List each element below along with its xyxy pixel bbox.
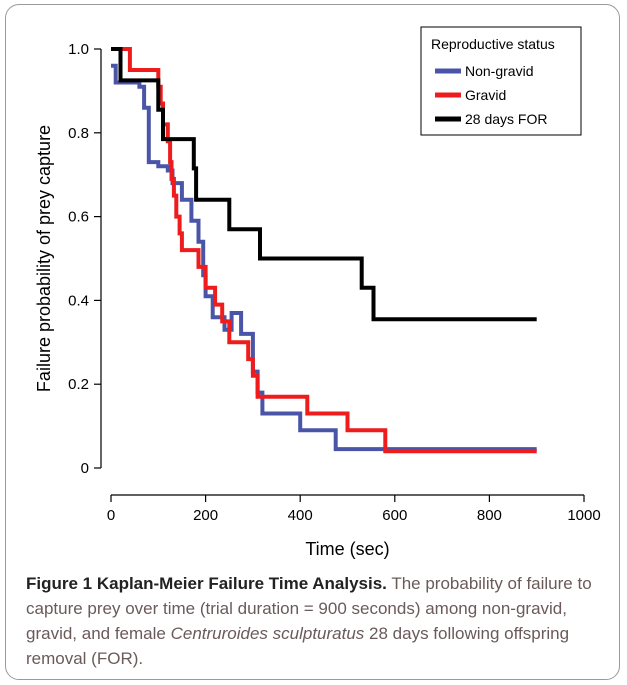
legend-entry: Gravid xyxy=(465,87,506,103)
caption-text-1: The probability of failure to capture pr… xyxy=(26,574,592,643)
caption-title: Figure 1 Kaplan-Meier Failure Time Analy… xyxy=(26,574,387,593)
legend-entry: 28 days FOR xyxy=(465,111,547,127)
x-tick-label: 0 xyxy=(107,507,115,524)
y-tick-label: 1.0 xyxy=(68,41,89,58)
caption-text-2: 28 days following offspring removal (FOR… xyxy=(26,624,570,668)
y-tick-label: 0 xyxy=(81,460,89,477)
caption-species: Centruroides sculpturatus xyxy=(170,624,365,643)
y-tick-label: 0.4 xyxy=(68,292,89,309)
legend-title: Reproductive status xyxy=(431,36,555,52)
x-tick-label: 200 xyxy=(193,507,218,524)
y-tick-label: 0.2 xyxy=(68,376,89,393)
x-tick-label: 800 xyxy=(477,507,502,524)
kaplan-meier-chart: 0 0.2 0.4 0.6 0.8 1.0 0 200 400 600 800 1000 Time (s… xyxy=(34,26,601,559)
legend-entry: Non-gravid xyxy=(465,63,533,79)
x-tick-label: 600 xyxy=(382,507,407,524)
x-axis-label: Time (sec) xyxy=(305,539,389,559)
y-tick-label: 0.6 xyxy=(68,209,89,226)
series-layer xyxy=(111,47,537,454)
plot-axes: 0 0.2 0.4 0.6 0.8 1.0 0 200 400 600 800 1000 Time (s… xyxy=(34,41,601,559)
figure-caption: Figure 1 Kaplan-Meier Failure Time Analy… xyxy=(26,571,616,671)
x-tick-label: 400 xyxy=(288,507,313,524)
y-axis-label: Failure probability of prey capture xyxy=(34,125,54,392)
figure-frame: 0 0.2 0.4 0.6 0.8 1.0 0 200 400 600 800 1000 Time (s… xyxy=(5,4,620,680)
series-line-28-days-for xyxy=(111,47,537,322)
legend: Reproductive status Non-gravid Gravid 28 da… xyxy=(420,26,582,136)
y-tick-label: 0.8 xyxy=(68,125,89,142)
x-tick-label: 1000 xyxy=(567,507,600,524)
